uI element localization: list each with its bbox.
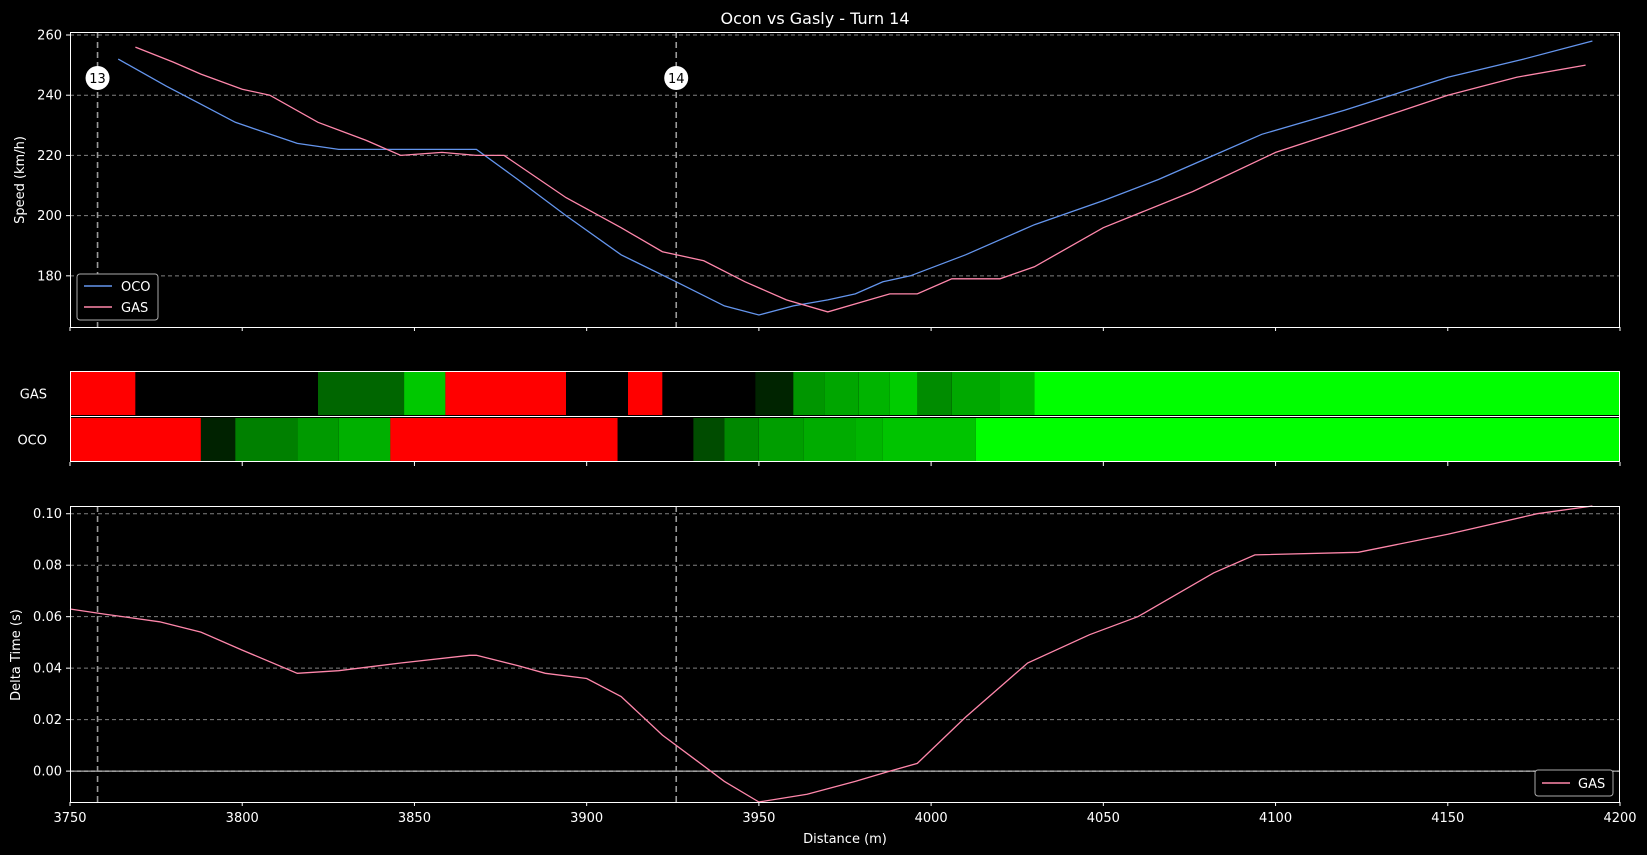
sector-segment-oco (617, 418, 694, 461)
sector-segment-oco (975, 418, 1620, 461)
legend-label-oco: OCO (121, 280, 151, 295)
sector-segment-gas (445, 372, 566, 415)
sector-segment-oco (200, 418, 236, 461)
sector-segment-oco (235, 418, 298, 461)
sector-segment-gas (135, 372, 318, 415)
corner-marker-label: 14 (668, 72, 685, 87)
corner-markers: 13 14 (85, 66, 689, 90)
delta-series-group (69, 505, 1593, 803)
y-tick-label: 260 (37, 29, 62, 44)
legend-label-gas: GAS (121, 301, 148, 316)
delta-axes-frame (70, 506, 1620, 803)
sector-segment-oco (693, 418, 725, 461)
sector-segment-oco (803, 418, 856, 461)
sector-segment-gas (793, 372, 825, 415)
sector-segment-gas (70, 372, 136, 415)
sector-segment-gas (1034, 372, 1620, 415)
sector-axis-ticks: GAS OCO (17, 388, 1621, 466)
x-tick-label: 3800 (226, 811, 259, 826)
speed-legend: OCO GAS (76, 273, 159, 321)
delta-panel: 0.00 0.02 0.04 0.06 0.08 0.10 3750 3800 3850 3900… (9, 505, 1637, 847)
x-tick-label: 4050 (1087, 811, 1120, 826)
speed-panel: 180 200 220 240 260 Speed (km/h) OCO GAS 13 14 (13, 29, 1621, 331)
x-tick-label: 3750 (53, 811, 86, 826)
corner-marker-badge (664, 66, 689, 90)
x-tick-label: 4100 (1259, 811, 1292, 826)
sector-segment-gas (824, 372, 859, 415)
sector-segment-gas (917, 372, 952, 415)
delta-axis-ticks: 0.00 0.02 0.04 0.06 0.08 0.10 3750 3800 3850 3900… (33, 507, 1637, 826)
sector-segment-gas (1000, 372, 1035, 415)
sector-segment-oco (882, 418, 976, 461)
speed-series-group (117, 40, 1593, 316)
x-tick-label: 4150 (1431, 811, 1464, 826)
sector-segment-gas (889, 372, 918, 415)
sector-segment-oco (338, 418, 391, 461)
delta-legend-box (1534, 769, 1614, 797)
speed-axes-frame (70, 32, 1620, 328)
x-tick-label: 4000 (915, 811, 948, 826)
y-tick-label: 0.06 (33, 610, 62, 625)
y-tick-label: 200 (37, 209, 62, 224)
chart-title: Ocon vs Gasly - Turn 14 (720, 9, 909, 28)
sector-segment-oco (297, 418, 339, 461)
speed-y-label: Speed (km/h) (13, 136, 28, 224)
mini-sector-panel: GAS OCO (17, 371, 1621, 466)
corner-marker-badge (85, 66, 110, 90)
series-line-gas (135, 46, 1586, 313)
x-tick-label: 3850 (398, 811, 431, 826)
speed-gridlines (70, 34, 1620, 277)
x-tick-label: 4200 (1603, 811, 1636, 826)
delta-gridlines (70, 513, 1620, 772)
y-tick-label: 0.02 (33, 713, 62, 728)
delta-legend: GAS (1534, 769, 1614, 797)
y-tick-label: 0.10 (33, 507, 62, 522)
sector-segment-oco (855, 418, 883, 461)
y-tick-label: 240 (37, 89, 62, 104)
sector-segment-gas (662, 372, 756, 415)
sector-rows (70, 372, 1620, 461)
y-tick-label: 220 (37, 149, 62, 164)
y-tick-label: 0.00 (33, 765, 62, 780)
sector-segment-gas (951, 372, 1000, 415)
sector-segment-gas (404, 372, 446, 415)
y-tick-label: 0.08 (33, 559, 62, 574)
y-tick-label: 0.04 (33, 662, 62, 677)
sector-segment-gas (318, 372, 405, 415)
series-line-gas (69, 505, 1593, 803)
x-axis-label: Distance (m) (803, 832, 887, 847)
x-tick-label: 3900 (570, 811, 603, 826)
sector-segment-gas (858, 372, 890, 415)
sector-row-label-gas: GAS (20, 388, 47, 403)
sector-segment-oco (758, 418, 804, 461)
x-tick-label: 3950 (742, 811, 775, 826)
sector-segment-oco (390, 418, 618, 461)
series-line-oco (117, 40, 1593, 316)
sector-segment-gas (755, 372, 794, 415)
sector-segment-oco (724, 418, 759, 461)
y-tick-label: 180 (37, 269, 62, 284)
delta-y-label: Delta Time (s) (9, 609, 24, 701)
speed-axis-ticks: 180 200 220 240 260 (37, 29, 1621, 331)
sector-row-label-oco: OCO (17, 434, 47, 449)
sector-segment-oco (70, 418, 201, 461)
sector-segment-gas (566, 372, 628, 415)
sector-segment-gas (628, 372, 663, 415)
legend-label-gas: GAS (1578, 777, 1605, 792)
corner-marker-label: 13 (89, 72, 106, 87)
